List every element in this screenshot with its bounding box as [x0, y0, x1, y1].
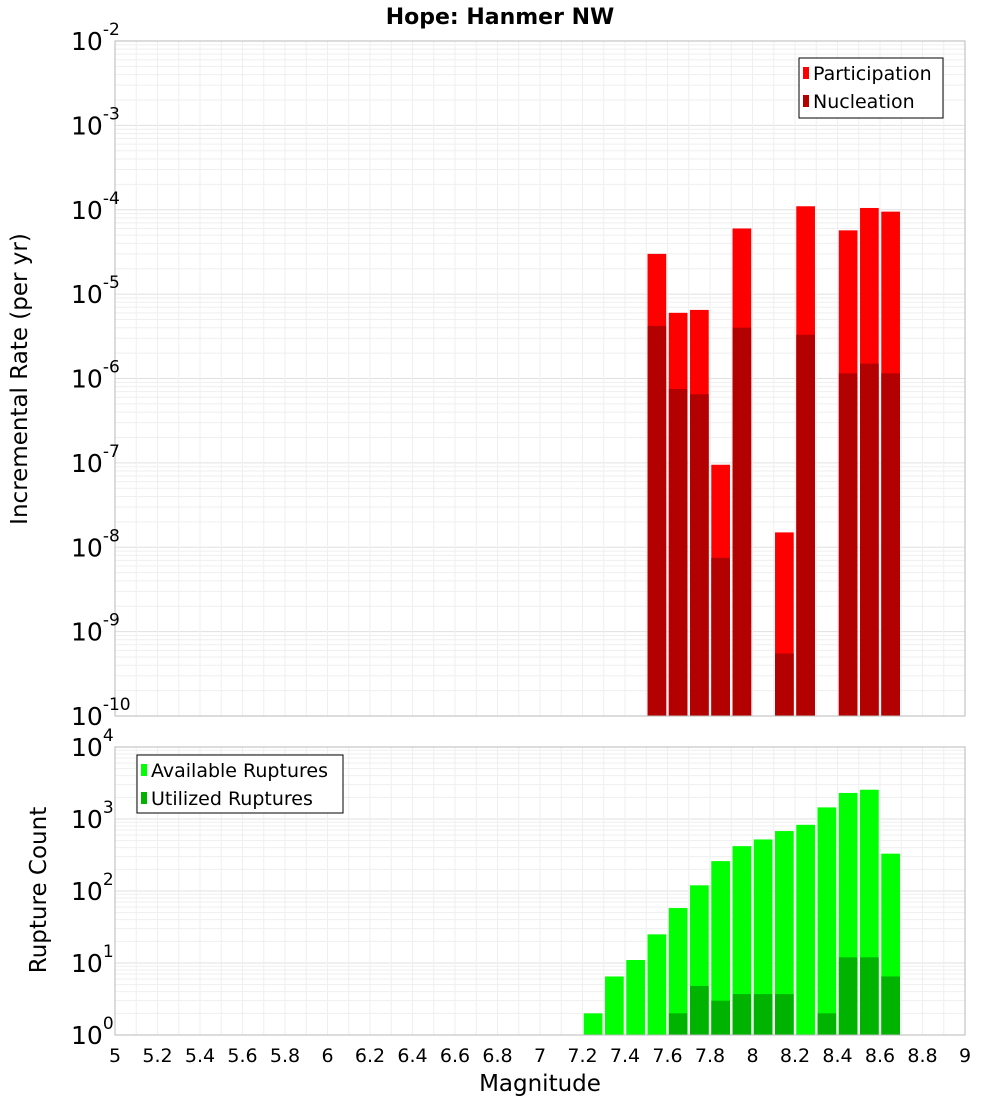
legend-box	[136, 754, 344, 814]
y-axis-label-count: Rupture Count	[26, 807, 52, 973]
y-tick-label: 102	[71, 870, 114, 906]
y-tick-label: 10-6	[71, 358, 120, 394]
x-tick-label: 8.6	[865, 1045, 895, 1067]
bar-nucleation	[732, 327, 752, 716]
y-tick-label: 101	[71, 942, 114, 978]
bar-nucleation	[711, 557, 730, 716]
bar-utilized-ruptures	[860, 957, 879, 1035]
x-tick-label: 7.2	[567, 1045, 597, 1067]
chart-title: Hope: Hanmer NW	[386, 5, 615, 30]
legend-swatch	[141, 792, 147, 804]
y-tick-label: 104	[71, 726, 114, 762]
x-tick-label: 5.2	[142, 1045, 172, 1067]
bar-utilized-ruptures	[732, 994, 752, 1035]
y-axis-label-rate: Incremental Rate (per yr)	[7, 233, 33, 525]
x-tick-label: 9	[959, 1045, 971, 1067]
x-tick-label: 7.6	[652, 1045, 682, 1067]
x-tick-label: 6.6	[440, 1045, 470, 1067]
x-tick-label: 6.2	[355, 1045, 385, 1067]
x-tick-label: 6	[321, 1045, 333, 1067]
bar-nucleation	[838, 373, 858, 716]
y-tick-label: 10-4	[71, 189, 120, 225]
legend-swatch	[141, 764, 147, 776]
y-tick-label: 10-3	[71, 104, 120, 140]
bar-available-ruptures	[775, 831, 794, 1035]
bar-available-ruptures	[753, 839, 773, 1035]
y-tick-label: 10-5	[71, 273, 120, 309]
y-tick-label: 10-8	[71, 526, 120, 562]
bar-available-ruptures	[605, 976, 624, 1035]
bar-utilized-ruptures	[668, 1013, 688, 1035]
legend-label: Participation	[813, 63, 932, 85]
x-tick-label: 5	[109, 1045, 121, 1067]
bar-nucleation	[860, 363, 879, 716]
bar-available-ruptures	[583, 1013, 603, 1035]
legend-swatch	[803, 95, 809, 107]
legend: Available Ruptures Utilized Ruptures	[136, 754, 344, 814]
participation-plot: 10-10 10-9 10-8 10-7 10-6 10-5 10-4 10-3 10-2 Par…	[71, 20, 966, 731]
rupture-count-plot: 100 101 102 103 104 5 5.2 5.4 5.6 5.8 6 6.2 6.4 6.6 6.…	[71, 726, 971, 1067]
bar-nucleation	[647, 325, 667, 716]
x-tick-label: 8	[746, 1045, 758, 1067]
series-utilized-ruptures	[668, 957, 900, 1035]
x-tick-label: 5.8	[270, 1045, 300, 1067]
y-tick-label: 10-9	[71, 611, 120, 647]
x-tick-label: 7.4	[610, 1045, 640, 1067]
bar-available-ruptures	[732, 846, 752, 1035]
x-tick-label: 8.8	[907, 1045, 937, 1067]
bar-available-ruptures	[647, 934, 667, 1035]
x-tick-label: 6.8	[482, 1045, 512, 1067]
y-tick-label: 10-10	[71, 695, 131, 731]
y-tick-label: 10-2	[71, 20, 120, 56]
legend-swatch	[803, 67, 809, 79]
bar-utilized-ruptures	[838, 957, 858, 1035]
bar-available-ruptures	[711, 861, 730, 1035]
bar-nucleation	[881, 373, 900, 716]
legend-label: Utilized Ruptures	[151, 788, 313, 810]
legend: Participation Nucleation	[798, 57, 944, 119]
y-tick-label: 100	[71, 1014, 114, 1050]
bar-utilized-ruptures	[690, 985, 709, 1035]
x-tick-label: 7	[534, 1045, 546, 1067]
plot-frame	[114, 746, 966, 1036]
x-tick-label: 8.2	[780, 1045, 810, 1067]
bar-available-ruptures	[626, 960, 645, 1035]
plot-frame	[114, 40, 966, 717]
bar-utilized-ruptures	[881, 976, 900, 1035]
legend-label: Available Ruptures	[151, 760, 328, 782]
x-tick-label: 5.4	[185, 1045, 215, 1067]
x-tick-label: 6.4	[397, 1045, 427, 1067]
grid	[115, 41, 965, 716]
legend-box	[798, 57, 944, 119]
bar-utilized-ruptures	[817, 1013, 837, 1035]
bar-nucleation	[796, 334, 815, 716]
x-tick-label: 7.8	[695, 1045, 725, 1067]
bar-utilized-ruptures	[711, 1000, 730, 1035]
bar-nucleation	[690, 394, 709, 716]
x-tick-label: 8.4	[822, 1045, 852, 1067]
legend-label: Nucleation	[813, 91, 915, 113]
bar-nucleation	[668, 389, 688, 716]
bar-available-ruptures	[817, 807, 837, 1035]
bar-available-ruptures	[668, 908, 688, 1035]
x-axis-label-magnitude: Magnitude	[479, 1071, 601, 1097]
y-tick-label: 10-7	[71, 442, 120, 478]
x-tick-label: 5.6	[227, 1045, 257, 1067]
bar-utilized-ruptures	[753, 994, 773, 1035]
series-nucleation	[647, 325, 900, 716]
y-tick-label: 103	[71, 798, 114, 834]
bar-nucleation	[775, 653, 794, 716]
bar-utilized-ruptures	[775, 994, 794, 1035]
bar-available-ruptures	[796, 824, 815, 1035]
